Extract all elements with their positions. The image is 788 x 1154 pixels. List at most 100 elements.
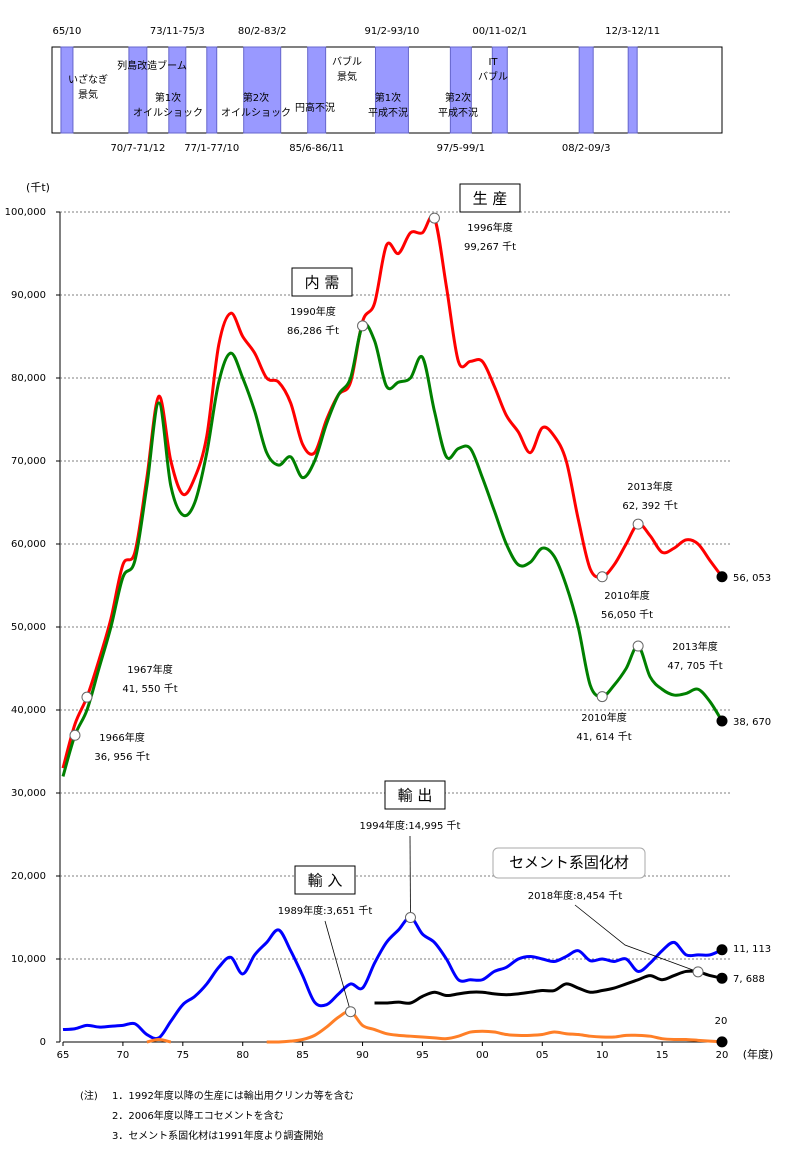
data-label: 20 [715,1016,728,1027]
series-line [374,969,723,1005]
data-point [596,571,608,583]
period-name: オイルショック [221,107,291,119]
period-bar [128,46,148,134]
data-point [69,729,81,741]
y-tick-label: 20,000 [11,871,46,882]
data-label: 36, 956 千t [94,751,149,763]
note: 1．1992年度以降の生産には輸出用クリンカ等を含む [112,1089,354,1102]
leader-line [574,904,699,973]
data-point [345,1006,357,1018]
y-tick-label: 40,000 [11,705,46,716]
period-name: バブル [332,55,362,68]
period-name: 平成不況 [368,107,408,119]
y-tick-label: 80,000 [11,373,46,384]
x-tick-label: 75 [176,1050,189,1061]
data-point [716,571,728,583]
series-label: 内 需 [305,274,340,292]
period-name: 第2次 [445,91,471,104]
note: 2．2006年度以降エコセメントを含む [112,1109,284,1122]
data-label: 2010年度 [604,589,649,602]
x-tick-label: 90 [356,1050,369,1061]
data-label: 1966年度 [99,731,144,744]
y-tick-label: 30,000 [11,788,46,799]
x-tick-label: 15 [656,1050,669,1061]
leader-line [324,920,351,1012]
period-label: 80/2-83/2 [238,26,287,37]
period-name: 景気 [78,88,98,101]
data-point [596,691,608,703]
period-bar [578,46,594,134]
data-label: 2018年度:8,454 千t [528,889,623,902]
y-tick-label: 50,000 [11,622,46,633]
data-point [632,518,644,530]
data-point [428,212,440,224]
period-bar [374,46,409,134]
series-line [62,916,723,1041]
series-label-box [294,865,356,895]
x-tick-label: 00 [476,1050,489,1061]
data-label: 38, 670 [733,717,771,728]
series-label: セメント系固化材 [509,854,629,872]
x-tick-label: 05 [536,1050,549,1061]
y-tick-label: 90,000 [11,290,46,301]
period-name: 第2次 [243,91,269,104]
period-label: 73/11-75/3 [150,26,205,37]
period-name: 平成不況 [438,107,478,119]
period-label: 00/11-02/1 [472,26,527,37]
period-bar [206,46,218,134]
period-label: 12/3-12/11 [605,26,660,37]
data-point [692,966,704,978]
data-point [716,972,728,984]
data-label: 1990年度 [290,305,335,318]
period-label: 91/2-93/10 [365,26,420,37]
data-label: 41, 614 千t [576,731,631,743]
series-label: 輸 入 [308,872,343,890]
y-tick-label: 60,000 [11,539,46,550]
y-tick-label: 70,000 [11,456,46,467]
series-line [61,214,724,769]
x-tick-label: 20 [716,1050,729,1061]
series-label: 輸 出 [398,787,433,805]
period-bar [491,46,508,134]
period-label: 77/1-77/10 [184,143,239,154]
period-label: 08/2-09/3 [562,143,611,154]
period-name: いざなぎ [68,73,108,86]
data-point [404,912,416,924]
period-name: 第1次 [155,91,181,104]
period-name: IT [488,57,498,68]
data-label: 47, 705 千t [667,660,722,672]
data-point [716,1036,728,1048]
x-axis-label: (年度) [743,1047,774,1061]
notes-prefix: (注) [80,1089,98,1102]
y-axis-label: (千t) [26,181,50,194]
data-point [81,691,93,703]
period-label: 85/6-86/11 [289,143,344,154]
x-tick-label: 65 [57,1050,70,1061]
period-label: 65/10 [53,26,82,37]
period-bar [627,46,638,134]
note: 3．セメント系固化材は1991年度より調査開始 [112,1129,323,1142]
data-point [716,715,728,727]
series-label-box [459,183,521,213]
period-bar [307,46,327,134]
series-label-box [291,267,353,297]
period-name: 景気 [337,70,357,83]
data-label: 62, 392 千t [622,500,677,512]
data-point [632,640,644,652]
data-label: 1996年度 [467,221,512,234]
data-label: 2010年度 [581,711,626,724]
data-label: 2013年度 [627,480,672,493]
y-tick-label: 0 [40,1037,46,1048]
period-bar [449,46,472,134]
data-label: 1967年度 [127,663,172,676]
period-label: 97/5-99/1 [437,143,486,154]
series-line [266,1009,723,1044]
period-bar [243,46,282,134]
period-name: 列島改造ブーム [117,59,187,72]
data-label: 2013年度 [672,640,717,653]
data-point [716,944,728,956]
series-line [61,322,724,777]
data-label: 11, 113 [733,944,771,955]
y-tick-label: 10,000 [11,954,46,965]
